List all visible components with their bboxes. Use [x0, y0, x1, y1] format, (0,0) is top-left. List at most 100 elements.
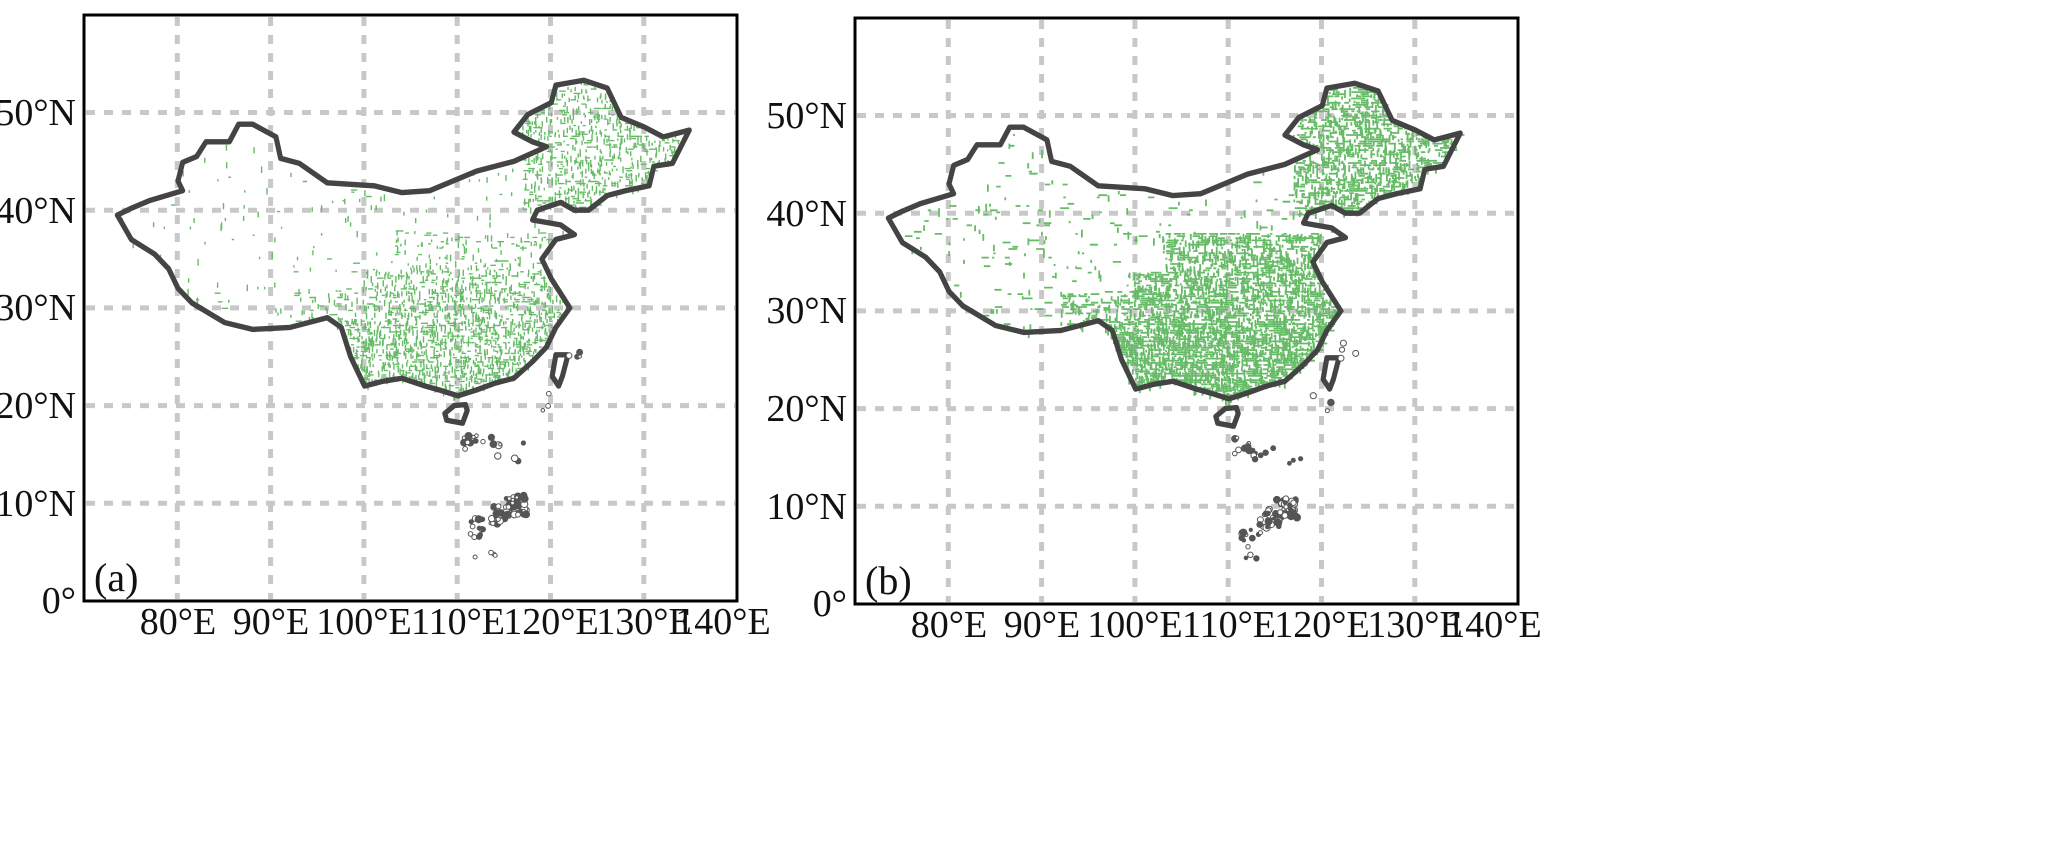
island-marker — [472, 554, 478, 560]
island-marker — [1339, 339, 1347, 347]
panel-b: 80°E 90°E 100°E 110°E 120°E 130°E 140°E … — [766, 16, 1542, 646]
lon-tick-label: 120°E — [1274, 604, 1369, 646]
island-marker — [1282, 500, 1288, 506]
island-marker — [489, 440, 498, 449]
panel-b-south-china-sea-islands — [1231, 339, 1360, 562]
island-marker — [477, 532, 484, 538]
island-marker — [565, 352, 573, 360]
lon-tick-label: 90°E — [1004, 604, 1080, 646]
panel-a-coverage-fill — [121, 82, 682, 401]
island-marker — [498, 442, 503, 447]
island-marker — [522, 510, 530, 519]
island-marker — [1309, 392, 1317, 400]
lat-tick-label: 10°N — [0, 483, 76, 525]
panel-b-label: (b) — [865, 558, 912, 603]
island-marker — [479, 516, 486, 523]
island-marker — [520, 494, 529, 503]
panel-a-south-china-sea-islands — [460, 348, 584, 560]
island-marker — [1239, 528, 1248, 537]
island-marker — [1352, 349, 1360, 357]
lat-tick-label: 20°N — [0, 385, 76, 427]
island-marker — [1265, 510, 1271, 517]
island-marker — [1277, 509, 1284, 516]
island-marker — [1245, 443, 1252, 450]
island-marker — [487, 433, 495, 441]
island-marker — [540, 408, 546, 413]
island-marker — [1248, 527, 1253, 533]
panel-b-gridlines — [857, 20, 1516, 602]
island-marker — [467, 531, 474, 537]
lon-tick-label: 80°E — [911, 604, 987, 646]
island-marker — [1338, 346, 1346, 353]
island-marker — [462, 446, 469, 452]
island-marker — [472, 438, 479, 444]
island-marker — [492, 552, 498, 558]
island-marker — [1281, 512, 1289, 519]
lon-tick-label: 110°E — [411, 601, 505, 643]
panel-b-lat-tick-labels: 0° 10°N 20°N 30°N 40°N 50°N — [766, 95, 847, 625]
island-marker — [1245, 544, 1251, 550]
island-marker — [488, 549, 494, 556]
island-marker — [461, 435, 467, 440]
lat-tick-label: 50°N — [766, 95, 847, 137]
vegetation-coverage-marks — [121, 82, 682, 401]
island-marker — [1289, 508, 1295, 514]
island-marker — [1253, 555, 1260, 562]
island-marker — [1290, 499, 1297, 506]
island-marker — [1298, 456, 1304, 462]
island-marker — [520, 440, 527, 446]
island-marker — [1264, 517, 1273, 526]
island-marker — [1273, 519, 1279, 526]
lon-tick-label: 130°E — [1367, 604, 1462, 646]
island-marker — [503, 510, 512, 519]
lon-tick-label: 100°E — [316, 601, 411, 643]
island-marker — [1234, 435, 1240, 440]
island-marker — [1256, 521, 1264, 528]
lon-tick-label: 120°E — [503, 601, 598, 643]
island-marker — [1327, 398, 1335, 407]
island-marker — [1265, 524, 1270, 530]
lat-tick-label: 20°N — [766, 388, 847, 430]
lon-tick-label: 110°E — [1182, 604, 1276, 646]
panel-b-lon-tick-labels: 80°E 90°E 100°E 110°E 120°E 130°E 140°E — [911, 604, 1542, 646]
island-marker — [505, 504, 512, 510]
lon-tick-label: 100°E — [1087, 604, 1182, 646]
island-marker — [495, 516, 501, 522]
island-marker — [1258, 530, 1263, 536]
island-marker — [515, 511, 521, 518]
island-marker — [518, 508, 523, 514]
island-marker — [1262, 449, 1269, 456]
panel-a-lat-tick-labels: 0° 10°N 20°N 30°N 40°N 50°N — [0, 92, 76, 622]
lat-tick-label: 30°N — [766, 290, 847, 332]
island-marker — [546, 390, 552, 397]
island-marker — [1257, 452, 1264, 459]
island-marker — [515, 501, 520, 506]
lon-tick-label: 140°E — [1446, 604, 1541, 646]
island-marker — [1248, 534, 1256, 542]
lat-tick-label: 0° — [42, 580, 76, 622]
panel-a-lon-tick-labels: 80°E 90°E 100°E 110°E 120°E 130°E 140°E — [140, 601, 771, 643]
island-marker — [510, 454, 519, 463]
island-marker — [506, 496, 512, 501]
island-marker — [1293, 513, 1301, 522]
island-marker — [1235, 446, 1242, 454]
island-marker — [476, 525, 482, 531]
island-marker — [545, 403, 551, 409]
island-marker — [1251, 456, 1259, 463]
island-marker — [1324, 408, 1330, 414]
island-marker — [1247, 551, 1254, 558]
lat-tick-label: 40°N — [766, 193, 847, 235]
island-marker — [514, 495, 519, 500]
island-marker — [1283, 504, 1289, 510]
island-marker — [464, 439, 471, 446]
panel-a-label: (a) — [94, 555, 138, 600]
panel-a: 80°E 90°E 100°E 110°E 120°E 130°E 140°E … — [0, 13, 771, 643]
island-marker — [468, 519, 474, 525]
island-marker — [480, 438, 486, 445]
island-marker — [1337, 354, 1345, 362]
lon-tick-label: 80°E — [140, 601, 216, 643]
island-marker — [1276, 523, 1282, 530]
lat-tick-label: 10°N — [766, 486, 847, 528]
lat-tick-label: 40°N — [0, 190, 76, 232]
